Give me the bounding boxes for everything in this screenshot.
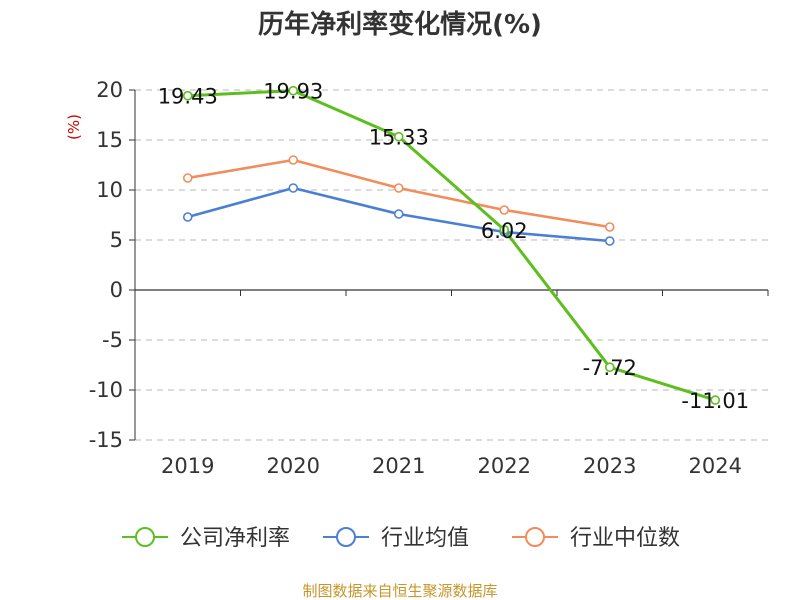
legend-label: 行业中位数	[570, 526, 680, 551]
legend: 公司净利率 行业均值 行业中位数	[122, 526, 680, 551]
data-point	[182, 212, 193, 222]
chart-title: 历年净利率变化情况(%)	[258, 9, 542, 40]
data-point	[288, 85, 299, 96]
series-lines	[187, 89, 716, 402]
legend-marker	[336, 527, 356, 547]
axes: 20 15 10 5 0 -5 -10 -15 2019 2020 2021 2022 2023 2024	[89, 78, 769, 478]
series-line-0	[187, 89, 716, 402]
data-point	[604, 362, 615, 373]
data-point	[710, 395, 721, 405]
y-tick-label: 0	[110, 278, 123, 302]
y-tick-label: -10	[89, 378, 123, 402]
data-labels: 19.43 19.93 15.33 6.02 -7.72 -11.01	[158, 80, 749, 413]
x-tick-label: 2021	[372, 454, 425, 478]
data-point	[604, 222, 615, 232]
data-label: -11.01	[681, 389, 749, 413]
x-tick-label: 2020	[267, 454, 320, 478]
data-label: 15.33	[369, 126, 429, 150]
data-point	[499, 205, 510, 215]
data-label: -7.72	[583, 356, 637, 380]
legend-label: 行业均值	[381, 526, 469, 551]
y-tick-label: -5	[102, 328, 123, 352]
y-tick-label: 20	[96, 78, 123, 102]
y-tick-label: 5	[110, 228, 123, 252]
data-point	[182, 90, 193, 101]
y-tick-label: 15	[96, 128, 123, 152]
data-point	[393, 183, 404, 193]
data-point	[288, 155, 299, 165]
legend-marker	[525, 527, 545, 547]
x-tick-label: 2023	[583, 454, 636, 478]
legend-marker	[135, 527, 155, 547]
data-point	[604, 236, 615, 246]
data-point	[499, 225, 510, 235]
y-axis-label: (%)	[65, 114, 83, 140]
x-tick-label: 2022	[478, 454, 531, 478]
data-point	[393, 131, 404, 142]
data-label: 6.02	[481, 219, 528, 243]
y-tick-label: 10	[96, 178, 123, 202]
y-tick-label: -15	[89, 428, 123, 452]
legend-label: 公司净利率	[180, 526, 290, 551]
x-tick-label: 2024	[689, 454, 742, 478]
source-note: 制图数据来自恒生聚源数据库	[302, 582, 497, 600]
data-label: 19.43	[158, 85, 218, 109]
series-points	[182, 85, 721, 405]
data-point	[393, 209, 404, 219]
data-point	[182, 173, 193, 183]
x-tick-label: 2019	[161, 454, 214, 478]
data-label: 19.93	[263, 80, 323, 104]
data-point	[288, 183, 299, 193]
